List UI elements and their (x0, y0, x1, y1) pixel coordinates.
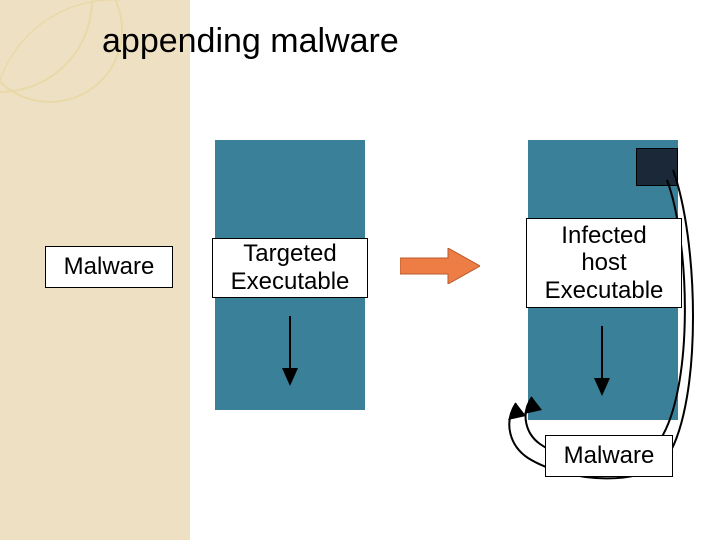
malware-left-label: Malware (64, 253, 155, 281)
targeted-down-arrow (278, 316, 302, 386)
infected-label-text: Infected host Executable (545, 222, 664, 305)
malware-bottom-box: Malware (545, 435, 673, 477)
targeted-label-text: Targeted Executable (231, 240, 350, 295)
infected-label-box: Infected host Executable (526, 218, 682, 308)
malware-bottom-label: Malware (564, 442, 655, 470)
transform-arrow (400, 248, 480, 284)
infected-down-arrow (590, 326, 614, 396)
slide-title: appending malware (102, 22, 399, 61)
targeted-label-box: Targeted Executable (212, 238, 368, 298)
malware-left-box: Malware (45, 246, 173, 288)
